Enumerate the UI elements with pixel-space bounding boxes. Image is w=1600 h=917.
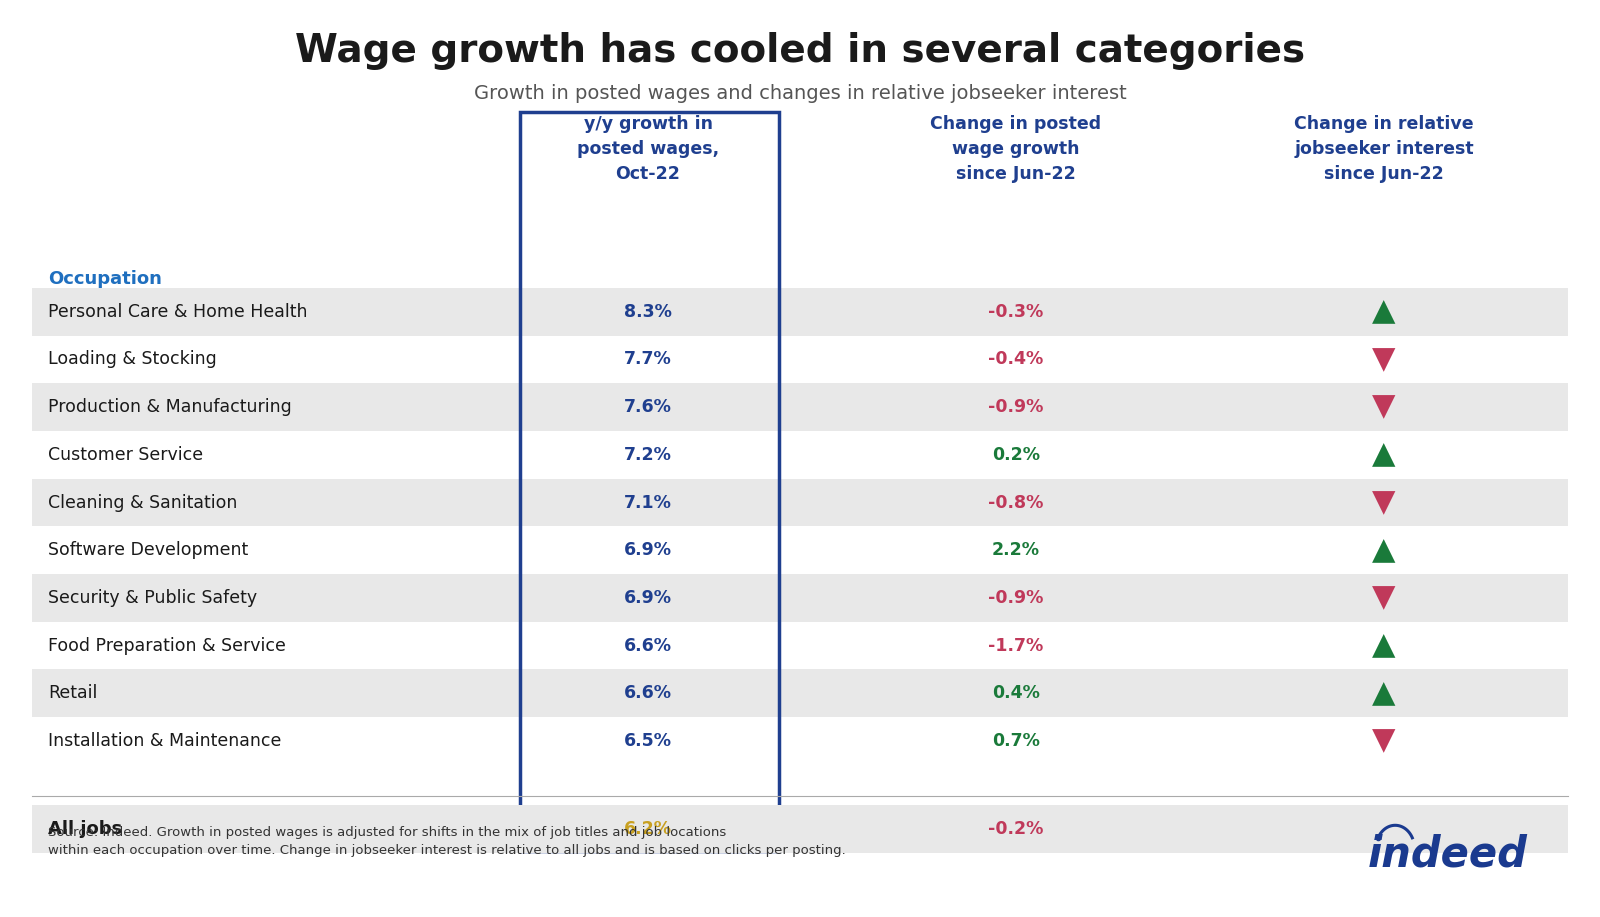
Bar (520, 112, 779, 851)
Text: 7.7%: 7.7% (624, 350, 672, 369)
Text: Change in posted
wage growth
since Jun-22: Change in posted wage growth since Jun-2… (931, 115, 1101, 182)
Bar (32, 669, 1568, 717)
Text: Installation & Maintenance: Installation & Maintenance (48, 732, 282, 750)
Text: ▼: ▼ (1373, 345, 1395, 374)
Text: -0.3%: -0.3% (989, 303, 1043, 321)
Bar (32, 336, 1568, 383)
Text: ▲: ▲ (1373, 631, 1395, 660)
Text: Retail: Retail (48, 684, 98, 702)
Text: Personal Care & Home Health: Personal Care & Home Health (48, 303, 307, 321)
Bar (32, 574, 1568, 622)
Bar (32, 431, 1568, 479)
Text: Software Development: Software Development (48, 541, 248, 559)
Text: 6.2%: 6.2% (624, 820, 672, 838)
Text: Security & Public Safety: Security & Public Safety (48, 589, 258, 607)
Text: ▲: ▲ (1373, 297, 1395, 326)
Bar (32, 717, 1568, 765)
Text: ▲: ▲ (1373, 536, 1395, 565)
Text: 6.6%: 6.6% (624, 636, 672, 655)
Text: Occupation: Occupation (48, 270, 162, 288)
Text: -1.7%: -1.7% (989, 636, 1043, 655)
Text: All jobs: All jobs (48, 820, 122, 838)
Bar (32, 288, 1568, 336)
Text: 0.7%: 0.7% (992, 732, 1040, 750)
Text: 0.2%: 0.2% (992, 446, 1040, 464)
Text: 2.2%: 2.2% (992, 541, 1040, 559)
Text: 7.1%: 7.1% (624, 493, 672, 512)
Text: ▲: ▲ (1373, 679, 1395, 708)
Text: 6.5%: 6.5% (624, 732, 672, 750)
Text: 6.9%: 6.9% (624, 589, 672, 607)
Text: ▼: ▼ (1373, 392, 1395, 422)
Bar (32, 479, 1568, 526)
Bar (32, 383, 1568, 431)
Bar (32, 805, 1568, 853)
Text: 6.9%: 6.9% (624, 541, 672, 559)
Text: ▼: ▼ (1373, 488, 1395, 517)
Text: -0.8%: -0.8% (989, 493, 1043, 512)
Text: Growth in posted wages and changes in relative jobseeker interest: Growth in posted wages and changes in re… (474, 84, 1126, 104)
Text: Customer Service: Customer Service (48, 446, 203, 464)
Text: 6.6%: 6.6% (624, 684, 672, 702)
Text: Wage growth has cooled in several categories: Wage growth has cooled in several catego… (294, 32, 1306, 70)
Text: -0.9%: -0.9% (989, 398, 1043, 416)
Text: 0.4%: 0.4% (992, 684, 1040, 702)
Text: y/y growth in
posted wages,
Oct-22: y/y growth in posted wages, Oct-22 (578, 115, 718, 182)
Text: 7.6%: 7.6% (624, 398, 672, 416)
Bar (32, 622, 1568, 669)
Text: Cleaning & Sanitation: Cleaning & Sanitation (48, 493, 237, 512)
Text: Loading & Stocking: Loading & Stocking (48, 350, 216, 369)
Text: -0.4%: -0.4% (989, 350, 1043, 369)
Text: Production & Manufacturing: Production & Manufacturing (48, 398, 291, 416)
Bar (32, 526, 1568, 574)
Text: 8.3%: 8.3% (624, 303, 672, 321)
Text: ▲: ▲ (1373, 440, 1395, 470)
Text: -0.2%: -0.2% (989, 820, 1043, 838)
Text: -0.9%: -0.9% (989, 589, 1043, 607)
Text: 7.2%: 7.2% (624, 446, 672, 464)
Text: ▼: ▼ (1373, 583, 1395, 613)
Text: Source: Indeed. Growth in posted wages is adjusted for shifts in the mix of job : Source: Indeed. Growth in posted wages i… (48, 826, 846, 857)
Text: indeed: indeed (1368, 834, 1528, 876)
Text: Food Preparation & Service: Food Preparation & Service (48, 636, 286, 655)
Text: Change in relative
jobseeker interest
since Jun-22: Change in relative jobseeker interest si… (1294, 115, 1474, 182)
Text: ▼: ▼ (1373, 726, 1395, 756)
